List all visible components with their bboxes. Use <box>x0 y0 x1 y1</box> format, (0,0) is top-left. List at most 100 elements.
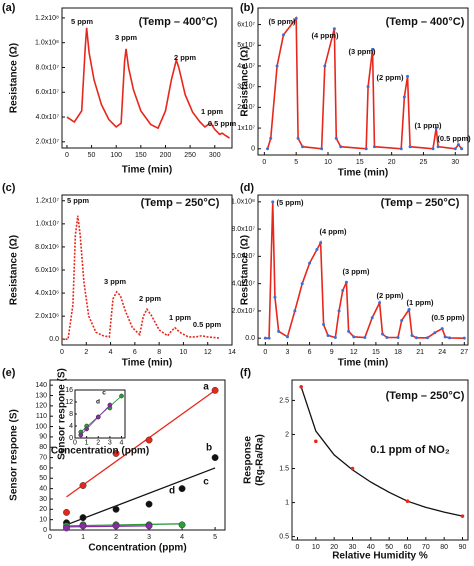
y-axis-label: Response <box>243 436 254 484</box>
x-tick-label: 27 <box>460 349 468 356</box>
y-axis-label: Resistance (Ω) <box>9 43 20 113</box>
x-tick-label: 50 <box>385 544 393 551</box>
data-line <box>266 16 463 150</box>
data-point <box>332 27 336 31</box>
data-point <box>273 295 277 299</box>
x-tick-label: 80 <box>440 544 448 551</box>
peak-label: (5 ppm) <box>268 17 296 26</box>
x-tick-label: 90 <box>459 544 467 551</box>
y-tick-label: 40 <box>39 485 47 492</box>
data-point <box>277 329 281 333</box>
series-label: c <box>102 390 106 397</box>
y-tick-label: 2.5 <box>279 397 289 404</box>
x-tick-label: 15 <box>372 349 380 356</box>
x-tick-label: 0 <box>73 439 77 446</box>
data-point <box>63 524 70 532</box>
y-tick-label: 8.0x10⁷ <box>35 64 59 71</box>
x-axis-label: Time (min) <box>122 358 172 369</box>
x-tick-label: 50 <box>88 152 96 159</box>
annotation: (Temp – 400°C) <box>139 16 218 28</box>
data-point <box>145 500 153 508</box>
annotation: (Temp – 250°C) <box>386 390 465 402</box>
data-point <box>347 329 351 333</box>
data-point <box>326 333 330 337</box>
peak-label: 3 ppm <box>115 33 137 42</box>
x-tick-label: 24 <box>438 349 446 356</box>
x-tick-label: 0 <box>60 349 64 356</box>
data-point <box>211 386 219 394</box>
data-point <box>352 335 356 339</box>
x-tick-label: 18 <box>394 349 402 356</box>
x-tick-label: 0 <box>48 534 52 541</box>
x-tick-label: 0 <box>262 159 266 166</box>
y-tick-label: 4.0x10⁷ <box>35 114 59 121</box>
panel-label: (e) <box>2 367 16 379</box>
data-point <box>334 136 338 140</box>
data-point <box>407 308 411 312</box>
y-tick-label: 0 <box>251 146 255 153</box>
peak-label: 1 ppm <box>169 313 191 322</box>
series-label: b <box>206 443 212 454</box>
data-point <box>267 336 271 340</box>
x-tick-label: 9 <box>330 349 334 356</box>
data-point <box>79 522 87 530</box>
x-tick-label: 10 <box>324 159 332 166</box>
peak-label: 3 ppm <box>104 277 126 286</box>
data-point <box>95 414 101 420</box>
data-point <box>266 147 270 151</box>
x-tick-label: 3 <box>286 349 290 356</box>
y-tick-label: 110 <box>36 413 47 420</box>
y-tick-label: 2.0x10⁶ <box>35 313 59 320</box>
x-axis-label: Concentration (ppm) <box>88 543 186 554</box>
y-tick-label: 70 <box>39 454 47 461</box>
x-tick-label: 4 <box>109 349 113 356</box>
data-point <box>281 33 285 37</box>
data-point <box>425 336 429 340</box>
y-tick-label: 60 <box>39 465 47 472</box>
data-point <box>460 147 464 151</box>
data-point <box>405 499 410 503</box>
y-tick-label: 5x10⁷ <box>237 42 255 49</box>
x-tick-label: 10 <box>312 544 320 551</box>
x-axis-label: Time (min) <box>338 168 388 179</box>
peak-label: (1 ppm) <box>406 298 434 307</box>
y-tick-label: 0.0 <box>245 335 255 342</box>
y-tick-label: 3x10⁷ <box>237 84 255 91</box>
y-tick-label: 100 <box>35 423 47 430</box>
plot-frame <box>291 379 469 541</box>
y-tick-label: 90 <box>39 434 47 441</box>
x-tick-label: 0 <box>263 349 267 356</box>
x-tick-label: 14 <box>228 349 236 356</box>
x-tick-label: 6 <box>308 349 312 356</box>
data-point <box>323 64 327 68</box>
data-point <box>119 393 124 399</box>
x-tick-label: 25 <box>420 159 428 166</box>
data-point <box>453 147 457 151</box>
x-tick-label: 250 <box>184 152 196 159</box>
series-label: d <box>169 486 175 497</box>
x-tick-label: 300 <box>209 152 221 159</box>
data-point <box>319 241 323 245</box>
data-point <box>364 147 368 151</box>
y-tick-label: 8 <box>69 411 73 418</box>
series-label: d <box>96 399 100 406</box>
x-tick-label: 20 <box>388 159 396 166</box>
x-tick-label: 5 <box>294 159 298 166</box>
data-point <box>269 136 273 140</box>
data-point <box>79 514 87 522</box>
data-point <box>414 336 418 340</box>
data-point <box>462 336 466 340</box>
data-point <box>381 332 385 336</box>
data-line <box>66 27 230 139</box>
data-point <box>271 200 275 204</box>
y-tick-label: 1.2x10⁸ <box>35 15 59 22</box>
data-point <box>320 147 324 151</box>
data-point <box>410 333 414 337</box>
data-point <box>84 426 89 432</box>
fit-line <box>66 389 216 498</box>
y-tick-label: 50 <box>39 475 47 482</box>
peak-label: (1 ppm) <box>414 121 442 130</box>
y-tick-label: 0 <box>43 527 47 534</box>
data-point <box>440 327 444 331</box>
